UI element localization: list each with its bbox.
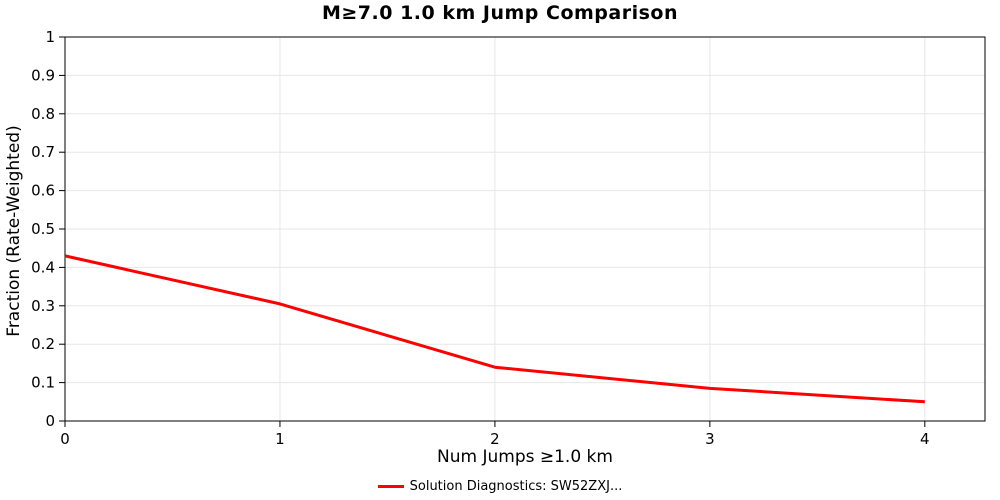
gridlines <box>65 36 985 421</box>
x-axis-ticks: 0 1 2 3 4 <box>60 421 930 448</box>
y-tick-label: 0.4 <box>31 258 55 276</box>
y-axis-ticks: 0 0.1 0.2 0.3 0.4 0.5 0.6 0.7 0.8 0.9 1 <box>31 28 65 430</box>
series-line <box>64 254 925 404</box>
legend-series-label: Solution Diagnostics: SW52ZXJ... <box>409 479 623 494</box>
y-tick-label: 0.9 <box>31 66 55 84</box>
y-tick-label: 0.6 <box>31 182 55 200</box>
x-axis-label: Num Jumps ≥1.0 km <box>437 447 613 467</box>
x-tick-label: 4 <box>920 430 930 448</box>
y-tick-label: 0.5 <box>31 220 55 238</box>
y-tick-label: 1 <box>45 28 55 46</box>
y-tick-label: 0.1 <box>31 374 55 392</box>
legend-line-marker <box>377 485 404 488</box>
x-tick-label: 1 <box>275 430 285 448</box>
y-tick-label: 0.2 <box>31 335 55 353</box>
y-axis-label: Fraction (Rate-Weighted) <box>4 125 24 337</box>
chart-title: M≥7.0 1.0 km Jump Comparison <box>321 2 679 24</box>
y-tick-label: 0.8 <box>31 105 55 123</box>
x-tick-label: 0 <box>60 430 70 448</box>
y-tick-label: 0 <box>45 412 55 430</box>
y-tick-label: 0.3 <box>31 297 55 315</box>
y-tick-label: 0.7 <box>31 143 55 161</box>
legend: Solution Diagnostics: SW52ZXJ... <box>0 479 1000 494</box>
x-tick-label: 2 <box>490 430 500 448</box>
x-tick-label: 3 <box>705 430 715 448</box>
